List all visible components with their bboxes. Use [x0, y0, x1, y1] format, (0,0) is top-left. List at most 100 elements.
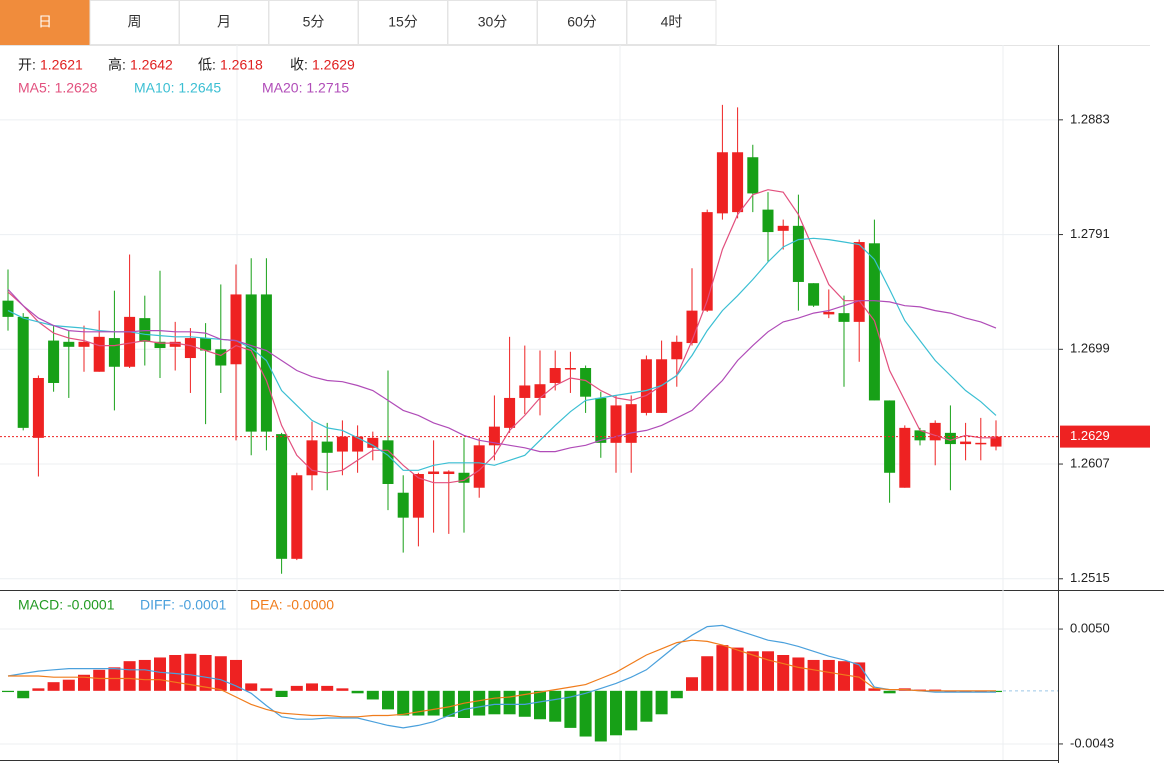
- macd-bar: [93, 669, 106, 691]
- candle-body: [519, 385, 531, 398]
- candle-body: [975, 442, 987, 445]
- quote-label: 开:: [18, 57, 36, 73]
- tab[interactable]: [358, 0, 448, 45]
- macd-bar: [686, 677, 698, 691]
- vertical-grid: [236, 45, 1004, 760]
- candle-body: [78, 341, 90, 347]
- candle-body: [686, 310, 698, 344]
- macd-bar: [138, 659, 151, 691]
- candle-body: [139, 318, 151, 342]
- legend-entry: DEA: -0.0000: [250, 597, 334, 613]
- candle-body: [640, 359, 652, 413]
- candle-body: [853, 242, 865, 322]
- tab[interactable]: [179, 0, 269, 45]
- quote-value: 1.2642: [130, 57, 173, 73]
- macd-bar: [503, 690, 516, 715]
- macd-bar: [2, 690, 14, 693]
- macd-bar: [883, 690, 896, 694]
- macd-bar: [731, 647, 744, 691]
- macd-bar: [564, 690, 577, 728]
- macd-bar: [746, 651, 759, 691]
- tab-label[interactable]: 60分: [567, 14, 597, 30]
- y-tick-label: 1.2791: [1070, 226, 1110, 241]
- legend-entry: MA10: 1.2645: [134, 80, 221, 96]
- tab-label[interactable]: 5分: [303, 14, 325, 30]
- candle-body: [990, 436, 1002, 447]
- macd-bar: [534, 690, 546, 720]
- macd-bar: [640, 690, 653, 722]
- macd-bar: [382, 690, 394, 710]
- macd-bar: [625, 690, 638, 731]
- quote-value: 1.2621: [40, 57, 83, 73]
- candle-body: [412, 474, 424, 518]
- macd-bar: [701, 656, 714, 691]
- candle-body: [154, 341, 166, 349]
- y-tick-label: -0.0043: [1070, 735, 1114, 750]
- legend-entry: MA5: 1.2628: [18, 80, 98, 96]
- candle-body: [595, 397, 607, 443]
- macd-bar: [792, 657, 805, 691]
- macd-bar: [214, 656, 227, 691]
- macd-bar: [397, 690, 410, 716]
- macd-bar: [306, 683, 318, 691]
- candle-body: [823, 311, 835, 315]
- candle-body: [747, 157, 759, 194]
- candle-body: [367, 437, 379, 448]
- candle-body: [625, 404, 637, 443]
- candle-body: [215, 349, 227, 366]
- tab-label[interactable]: 30分: [478, 14, 508, 30]
- quote-value: 1.2618: [220, 57, 263, 73]
- macd-bar: [321, 685, 334, 691]
- macd-bar: [549, 690, 562, 722]
- candle-body: [458, 472, 470, 483]
- quote-label: 低:: [198, 57, 216, 73]
- macd-bar: [260, 688, 273, 691]
- legend-entry: MACD: -0.0001: [18, 597, 115, 613]
- quote-label: 收:: [290, 57, 308, 73]
- y-tick-label: 1.2515: [1070, 570, 1110, 585]
- quote-label: 高:: [108, 57, 126, 73]
- candle-body: [777, 225, 789, 231]
- candle-body: [32, 377, 44, 438]
- candle-body: [321, 441, 333, 453]
- candle-body: [260, 294, 272, 432]
- macd-bar: [807, 659, 820, 691]
- y-tick-label: 1.2699: [1070, 341, 1110, 356]
- macd-bar: [351, 690, 364, 694]
- tab[interactable]: [626, 0, 717, 45]
- macd-bar: [838, 661, 850, 691]
- candle-body: [428, 471, 440, 475]
- tab[interactable]: [447, 0, 538, 45]
- tab-label[interactable]: 周: [128, 14, 142, 30]
- candle-body: [108, 338, 120, 367]
- macd-bar: [473, 690, 486, 716]
- candle-body: [838, 313, 850, 322]
- candle-body: [169, 341, 181, 347]
- macd-bar: [868, 688, 881, 691]
- candle-body: [564, 368, 576, 370]
- macd-bar: [427, 690, 440, 716]
- candle-body: [580, 368, 592, 397]
- tab[interactable]: [537, 0, 627, 45]
- macd-bar: [290, 685, 303, 691]
- candle-body: [200, 338, 212, 351]
- macd-bar: [990, 690, 1002, 693]
- candle-body: [291, 475, 303, 559]
- tab-label[interactable]: 月: [217, 14, 231, 30]
- macd-bar: [275, 690, 288, 697]
- tab-label[interactable]: 15分: [388, 14, 418, 30]
- legend-entry: DIFF: -0.0001: [140, 597, 227, 613]
- indicator-line: [7, 189, 996, 484]
- y-tick-label: 1.2883: [1070, 111, 1110, 126]
- candle-body: [48, 340, 60, 383]
- candle-body: [17, 316, 29, 428]
- candle-body: [549, 368, 561, 383]
- tab[interactable]: [268, 0, 359, 45]
- tab-label[interactable]: 4时: [661, 14, 683, 30]
- macd-bar: [78, 674, 90, 691]
- candle-body: [899, 427, 911, 488]
- indicator-line: [7, 288, 997, 453]
- tab-label[interactable]: 日: [38, 14, 52, 30]
- tab[interactable]: [89, 0, 180, 45]
